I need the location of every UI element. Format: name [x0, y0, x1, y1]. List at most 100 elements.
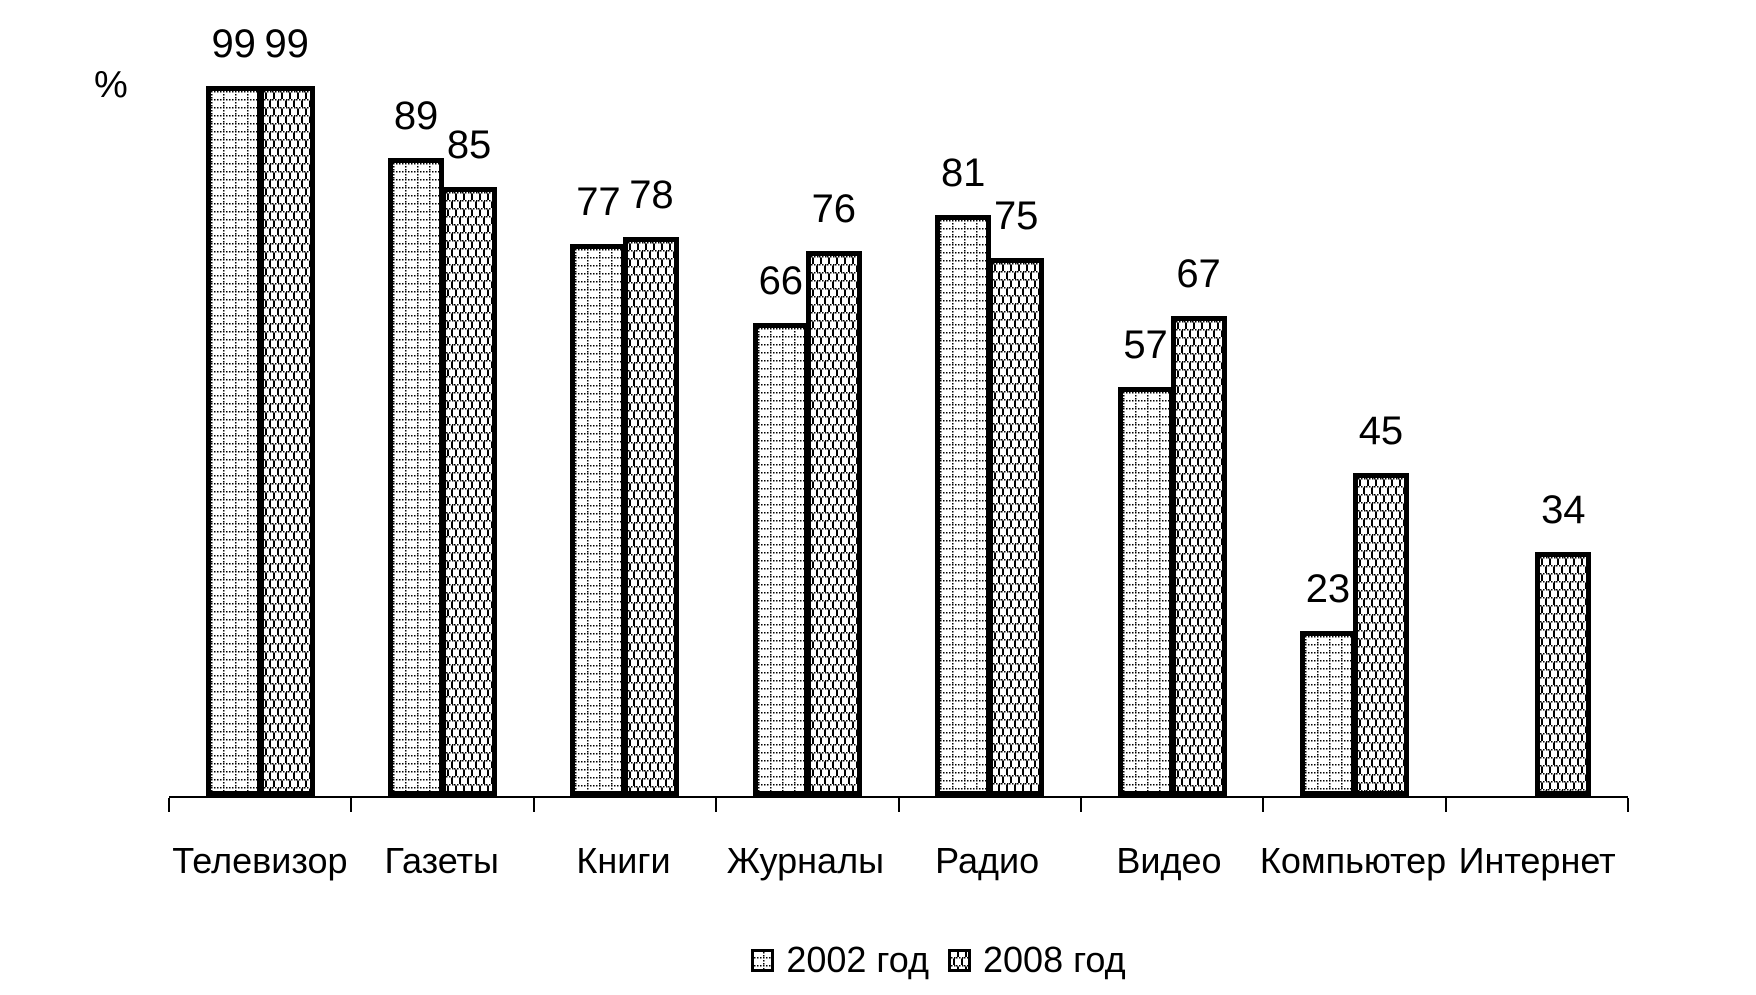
- bar-pair: 23 45: [1299, 411, 1409, 796]
- hatch-brick-fill: [263, 91, 310, 791]
- value-label: 81: [940, 151, 986, 195]
- value-label: 99: [211, 22, 256, 66]
- bar-2008: [258, 86, 315, 796]
- bar-2002: [388, 158, 445, 796]
- bar-pair: 57 67: [1117, 254, 1227, 796]
- bar-2008: [1352, 473, 1409, 796]
- bar-pair: 81 75: [935, 153, 1045, 796]
- value-label: 85: [446, 123, 492, 167]
- bar-2008: [623, 237, 680, 796]
- value-label: 77: [576, 180, 621, 224]
- legend-swatch-grid-icon: [751, 948, 775, 972]
- legend-label-2008: 2008 год: [983, 939, 1126, 980]
- bar-2002: [935, 215, 992, 796]
- category-group: 66 76: [716, 0, 898, 796]
- legend-item-2008: 2008 год: [948, 942, 1126, 978]
- value-label: 23: [1305, 567, 1351, 611]
- value-label: 45: [1358, 409, 1404, 453]
- hatch-brick-fill: [1175, 321, 1222, 791]
- bar-2008: [1535, 552, 1592, 796]
- axis-tick: [1079, 798, 1082, 812]
- axis-tick: [1444, 798, 1447, 812]
- bar-slot: 81: [935, 153, 992, 796]
- hatch-grid-fill: [575, 249, 622, 791]
- category-label: Радио: [935, 840, 1040, 881]
- bar-slot: 45: [1352, 411, 1409, 796]
- hatch-grid-fill: [210, 91, 257, 791]
- category-label: Телевизор: [172, 840, 348, 881]
- hatch-grid-fill: [1304, 636, 1351, 791]
- bar-slot: 77: [570, 182, 627, 796]
- value-label: 78: [629, 173, 674, 217]
- hatch-brick-fill: [993, 263, 1040, 791]
- hatch-brick-fill: [628, 242, 675, 791]
- axis-tick: [532, 798, 535, 812]
- bar-slot: 89: [388, 96, 445, 796]
- bar-2002: [752, 323, 809, 796]
- category-group: 81 75: [899, 0, 1081, 796]
- axis-tick: [715, 798, 718, 812]
- category-label: Интернет: [1458, 840, 1616, 881]
- plot-area: 99 99 89 85 77 78 66 76 81 75 57 67 23 45 34: [169, 0, 1628, 798]
- bar-slot: 66: [752, 261, 809, 796]
- hatch-brick-fill: [1357, 478, 1404, 791]
- bar-slot: 57: [1117, 325, 1174, 796]
- hatch-grid-fill: [757, 328, 804, 791]
- axis-tick: [897, 798, 900, 812]
- bar-slot: 99: [205, 24, 262, 796]
- bar-2002: [205, 86, 262, 796]
- bar-2002: [1117, 387, 1174, 796]
- hatch-grid-fill: [393, 163, 440, 791]
- category-group: 23 45: [1263, 0, 1445, 796]
- value-label: 66: [758, 259, 804, 303]
- category-label: Книги: [576, 840, 671, 881]
- bar-2008: [988, 258, 1045, 796]
- category-group: 57 67: [1081, 0, 1263, 796]
- hatch-brick-fill: [810, 256, 857, 791]
- axis-tick: [168, 798, 170, 812]
- axis-tick: [1627, 798, 1629, 812]
- category-label: Журналы: [726, 840, 884, 881]
- bar-pair: 89 85: [388, 96, 498, 796]
- bar-slot: 23: [1299, 569, 1356, 796]
- bar-2002: [570, 244, 627, 796]
- value-label: 67: [1176, 252, 1221, 296]
- bar-slot: 34: [1535, 490, 1592, 796]
- value-label: 89: [393, 94, 439, 138]
- legend-label-2002: 2002 год: [786, 939, 929, 980]
- category-group: 34: [1446, 0, 1628, 796]
- value-label: 57: [1123, 323, 1168, 367]
- bar-2008: [805, 251, 862, 796]
- category-group: 99 99: [169, 0, 351, 796]
- y-axis-label: %: [94, 64, 128, 106]
- legend-item-2002: 2002 год: [751, 942, 929, 978]
- category-group: 89 85: [351, 0, 533, 796]
- bar-slot: 85: [441, 125, 498, 796]
- bar-slot: 78: [623, 175, 680, 796]
- category-group: 77 78: [534, 0, 716, 796]
- hatch-brick-fill: [446, 192, 493, 791]
- bar-slot: 67: [1170, 254, 1227, 796]
- bar-pair: 77 78: [570, 175, 680, 796]
- value-label: 34: [1541, 488, 1586, 532]
- legend: 2002 год 2008 год: [209, 942, 1668, 978]
- hatch-grid-fill: [940, 220, 987, 791]
- legend-swatch-brick-icon: [948, 948, 971, 972]
- value-label: 76: [811, 187, 857, 231]
- category-label: Компьютер: [1259, 840, 1447, 881]
- bar-2008: [441, 187, 498, 796]
- axis-tick: [1262, 798, 1265, 812]
- bar-slot: 75: [988, 196, 1045, 796]
- hatch-brick-fill: [1540, 557, 1587, 791]
- value-label: 99: [264, 22, 309, 66]
- bar-slot: 99: [258, 24, 315, 796]
- category-label: Газеты: [384, 840, 499, 881]
- hatch-grid-fill: [1122, 392, 1169, 791]
- x-axis-labels: Телевизор Газеты Книги Журналы Радио Видео Ком…: [169, 841, 1628, 881]
- category-label: Видео: [1116, 840, 1222, 881]
- axis-tick: [350, 798, 353, 812]
- bar-2008: [1170, 316, 1227, 796]
- bar-pair: 34: [1482, 490, 1592, 796]
- value-label: 75: [993, 194, 1039, 238]
